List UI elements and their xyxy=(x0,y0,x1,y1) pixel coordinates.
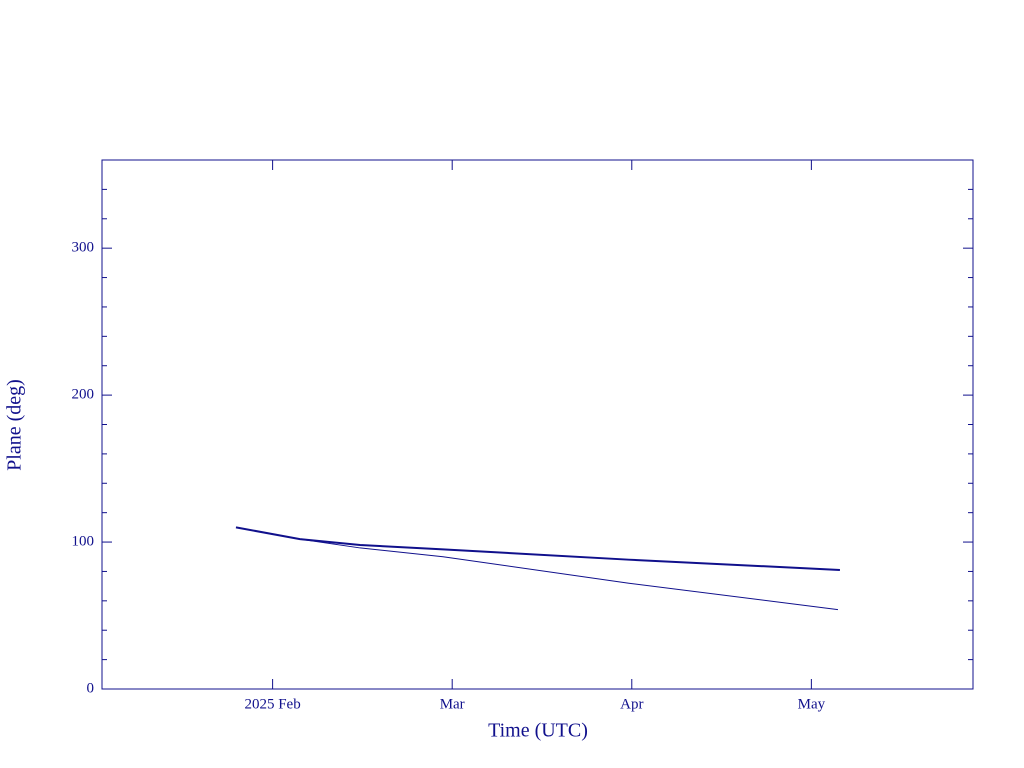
y-tick-label: 0 xyxy=(87,680,95,696)
data-line xyxy=(235,526,840,571)
x-tick-label: Apr xyxy=(620,696,643,712)
plot-frame xyxy=(101,159,974,690)
x-axis-label: Time (UTC) xyxy=(488,720,588,742)
data-line xyxy=(235,526,839,611)
y-tick-label: 300 xyxy=(72,240,95,256)
y-axis-label: Plane (deg) xyxy=(4,379,26,471)
y-tick-label: 200 xyxy=(72,387,95,403)
y-tick-label: 100 xyxy=(72,533,95,549)
x-tick-label: 2025 Feb xyxy=(244,696,300,712)
x-tick-label: Mar xyxy=(440,696,465,712)
x-tick-label: May xyxy=(798,696,826,712)
